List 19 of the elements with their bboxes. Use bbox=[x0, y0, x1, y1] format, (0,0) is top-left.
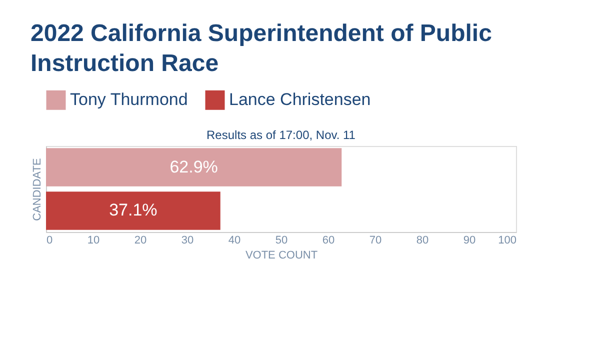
legend-label: Tony Thurmond bbox=[70, 90, 188, 110]
x-tick-label: 60 bbox=[322, 234, 335, 246]
x-tick-label: 10 bbox=[87, 234, 100, 246]
chart-title: 2022 California Superintendent of Public Instruction Race bbox=[30, 20, 492, 77]
x-tick-label: 90 bbox=[463, 234, 476, 246]
data-label: 37.1% bbox=[109, 200, 158, 220]
x-tick-label: 40 bbox=[228, 234, 241, 246]
legend-label: Lance Christensen bbox=[229, 90, 371, 110]
x-tick-label: 100 bbox=[498, 234, 516, 246]
x-axis-title: VOTE COUNT bbox=[245, 250, 318, 262]
x-tick-label: 70 bbox=[369, 234, 382, 246]
x-tick-label: 0 bbox=[46, 234, 53, 246]
x-tick-label: 20 bbox=[134, 234, 147, 246]
data-label: 62.9% bbox=[170, 157, 218, 176]
x-tick-label: 80 bbox=[416, 234, 429, 246]
chart-subtitle: Results as of 17:00, Nov. 11 bbox=[206, 128, 356, 142]
y-axis-title: CANDIDATE bbox=[32, 158, 44, 221]
x-tick-label: 50 bbox=[275, 234, 288, 246]
x-tick-label: 30 bbox=[181, 234, 194, 246]
